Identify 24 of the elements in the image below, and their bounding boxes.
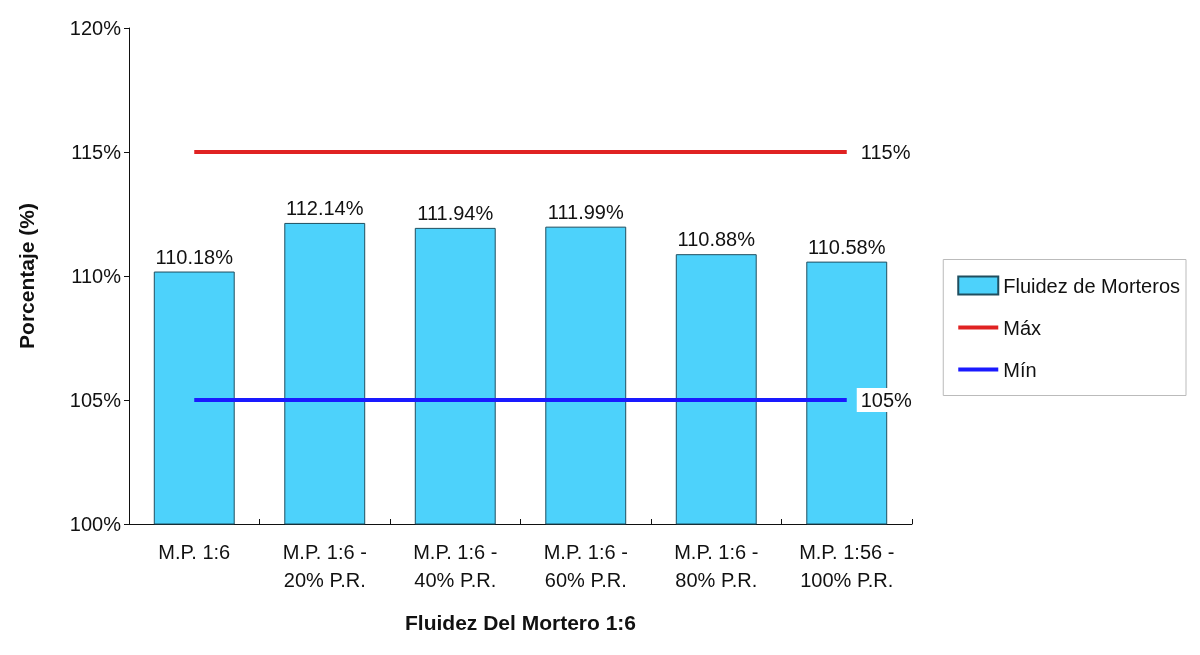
y-tick-label: 100% bbox=[69, 513, 122, 535]
data-label: 115% bbox=[860, 141, 911, 163]
x-tick-label: M.P. 1:6 bbox=[158, 541, 231, 563]
x-tick-label: M.P. 1:56 - 100% P.R. bbox=[799, 541, 895, 591]
y-tick-label: 105% bbox=[69, 389, 122, 411]
data-label: 110.88% bbox=[677, 228, 756, 251]
data-label: 112.14% bbox=[286, 196, 364, 219]
x-tick-label: M.P. 1:6 - 20% P.R. bbox=[282, 541, 367, 591]
legend-label: Máx bbox=[1003, 316, 1042, 339]
data-label: 105% bbox=[860, 389, 913, 411]
x-tick-label: M.P. 1:6 - 60% P.R. bbox=[543, 541, 628, 591]
y-tick-label: 115% bbox=[71, 141, 122, 163]
data-label: 110.58% bbox=[808, 235, 886, 258]
x-axis-title: Fluidez Del Mortero 1:6 bbox=[404, 611, 637, 634]
x-tick-label: M.P. 1:6 - 40% P.R. bbox=[413, 541, 498, 591]
data-label: 111.94% bbox=[417, 201, 494, 224]
legend-label: Fluidez de Morteros bbox=[1003, 274, 1181, 297]
data-label: 110.18% bbox=[155, 245, 234, 268]
x-tick-label: M.P. 1:6 - 80% P.R. bbox=[674, 541, 759, 591]
y-tick-label: 120% bbox=[69, 17, 122, 39]
legend-label: Mín bbox=[1003, 358, 1037, 381]
y-tick-label: 110% bbox=[71, 265, 122, 287]
y-axis-title: Porcentaje (%) bbox=[15, 203, 38, 349]
data-label: 111.99% bbox=[547, 200, 624, 223]
